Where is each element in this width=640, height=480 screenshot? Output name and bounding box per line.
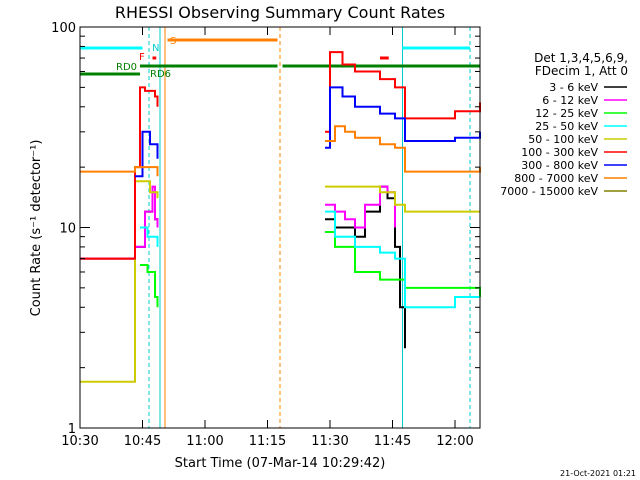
y-tick-label-2: 100: [51, 21, 76, 36]
legend-entry-0: 3 - 6 keV: [549, 81, 598, 94]
legend-entry-8: 7000 - 15000 keV: [500, 185, 598, 198]
series-line-2: [140, 231, 481, 308]
x-tick-label-5: 11:45: [374, 434, 411, 449]
annotation-s: S: [170, 36, 176, 47]
series-line-4: [80, 180, 480, 383]
legend: Det 1,3,4,5,6,9,FDecim 1, Att 0 3 - 6 keV…: [500, 51, 628, 198]
x-tick-label-3: 11:15: [249, 434, 286, 449]
plot-area: RD0 RD6 FNS: [79, 27, 481, 428]
x-axis-label: Start Time (07-Mar-14 10:29:42): [175, 456, 386, 471]
legend-entry-7: 800 - 7000 keV: [514, 172, 598, 185]
footer-timestamp: 21-Oct-2021 01:21: [560, 469, 636, 478]
annotation-n: N: [152, 43, 159, 54]
series-line-3: [140, 210, 480, 309]
y-tick-label-1: 10: [59, 222, 76, 237]
legend-header-1: FDecim 1, Att 0: [535, 64, 628, 78]
series-line-7: [80, 125, 481, 177]
x-tick-label-2: 11:00: [186, 434, 223, 449]
legend-header-0: Det 1,3,4,5,6,9,: [534, 51, 628, 65]
y-tick-label-0: 1: [68, 422, 76, 437]
legend-entry-1: 6 - 12 keV: [542, 94, 598, 107]
x-tick-label-6: 12:00: [436, 434, 473, 449]
legend-entry-4: 50 - 100 keV: [528, 133, 598, 146]
x-tick-label-4: 11:30: [311, 434, 348, 449]
annotation-rd6: RD6: [150, 69, 171, 80]
legend-entry-3: 25 - 50 keV: [535, 120, 598, 133]
chart-title: RHESSI Observing Summary Count Rates: [115, 3, 445, 22]
axes: 10:30 10:45 11:00 11:15 11:30 11:45 12:00 1 10 10…: [51, 21, 481, 449]
annotation-rd0: RD0: [116, 62, 137, 73]
annotation-f: F: [139, 52, 145, 63]
legend-entry-2: 12 - 25 keV: [535, 107, 598, 120]
series-line-6: [135, 86, 481, 178]
x-tick-label-1: 10:45: [124, 434, 161, 449]
series-line-5: [80, 51, 481, 260]
legend-entry-6: 300 - 800 keV: [521, 159, 598, 172]
y-axis-label: Count Rate (s⁻¹ detector⁻¹): [29, 140, 44, 317]
x-tick-label-0: 10:30: [61, 434, 98, 449]
legend-entry-5: 100 - 300 keV: [521, 146, 598, 159]
